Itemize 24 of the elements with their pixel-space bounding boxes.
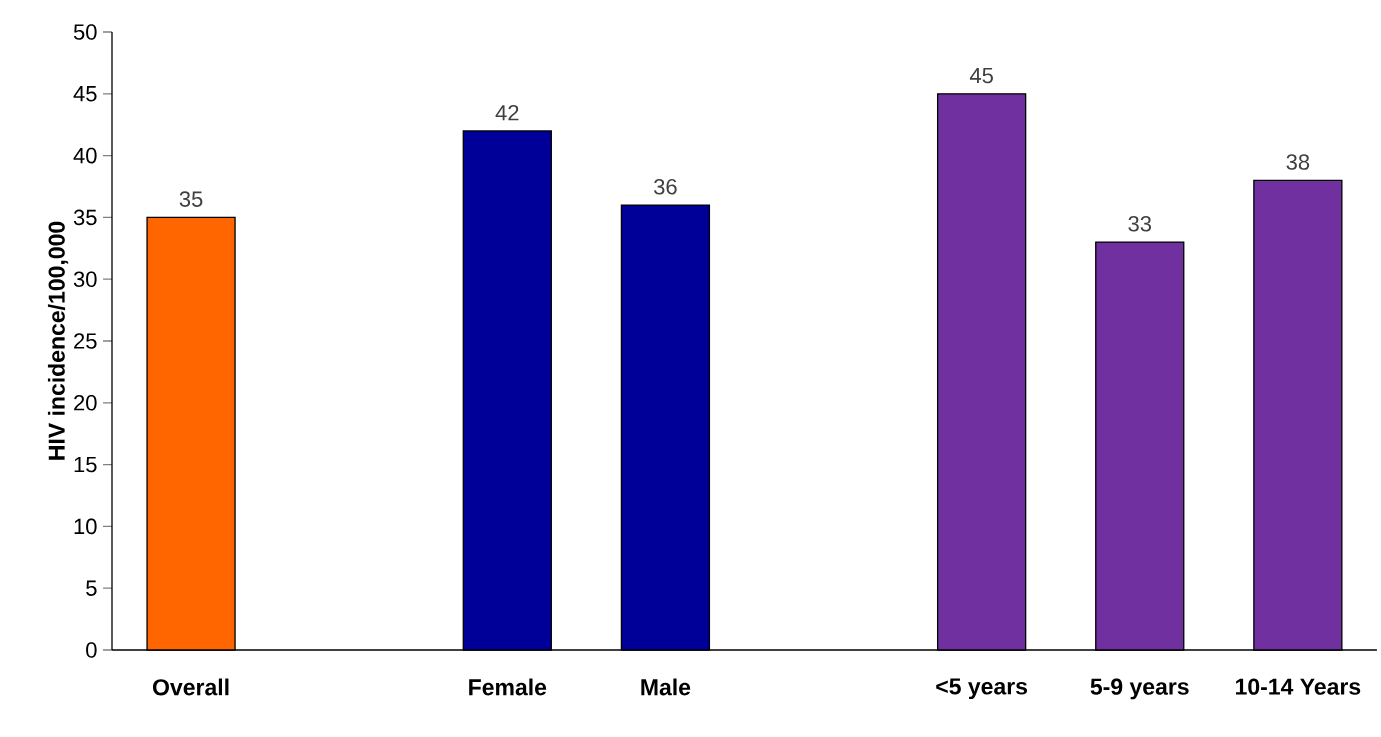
y-tick-label: 0 [86, 642, 97, 658]
x-tick-label: Male [641, 678, 691, 696]
y-tick-label: 25 [74, 333, 97, 349]
y-tick-label: 45 [73, 86, 97, 102]
data-label: 42 [495, 105, 519, 121]
y-axis-title: HIV incidence/100,000 [47, 221, 69, 460]
x-tick-label: Female [469, 678, 547, 696]
data-label: 38 [1286, 154, 1310, 170]
data-label: 45 [969, 67, 993, 84]
y-tick-label: 10 [74, 518, 97, 535]
y-tick-label: 40 [73, 147, 97, 164]
y-tick-label: 30 [73, 271, 97, 287]
y-tick-label: 50 [73, 24, 97, 40]
y-tick-label: 15 [74, 456, 97, 473]
x-tick-label: Overall [153, 678, 229, 696]
data-label: 33 [1128, 216, 1152, 232]
y-tick-label: 20 [74, 395, 97, 411]
x-tick-label: 10-14 Years [1236, 678, 1361, 695]
y-tick-label: 35 [73, 209, 97, 226]
data-label: 36 [654, 178, 677, 195]
y-tick-label: 5 [86, 580, 97, 596]
x-tick-label: <5 years [936, 678, 1028, 700]
x-tick-label: 5-9 years [1090, 678, 1189, 700]
data-label: 35 [179, 191, 203, 207]
